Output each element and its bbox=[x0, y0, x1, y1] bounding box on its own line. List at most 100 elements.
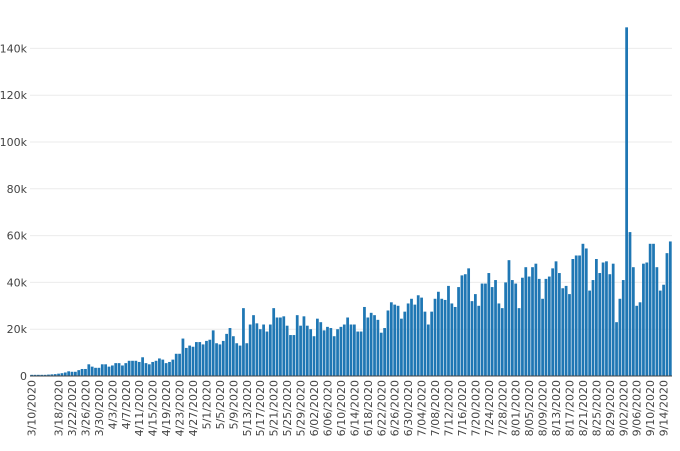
bar[interactable] bbox=[141, 357, 144, 376]
bar[interactable] bbox=[517, 308, 521, 376]
bar[interactable] bbox=[403, 311, 407, 376]
bar[interactable] bbox=[628, 232, 632, 376]
bar[interactable] bbox=[339, 326, 343, 376]
bar[interactable] bbox=[84, 368, 87, 376]
bar[interactable] bbox=[151, 361, 155, 376]
bar[interactable] bbox=[47, 374, 50, 376]
bar[interactable] bbox=[477, 305, 481, 376]
bar[interactable] bbox=[245, 343, 249, 376]
bar[interactable] bbox=[60, 373, 64, 376]
bar[interactable] bbox=[198, 342, 202, 376]
bar[interactable] bbox=[134, 360, 138, 376]
bar[interactable] bbox=[416, 295, 420, 376]
bar[interactable] bbox=[117, 363, 121, 376]
bar[interactable] bbox=[638, 302, 642, 376]
bar[interactable] bbox=[346, 317, 350, 377]
bar[interactable] bbox=[470, 301, 474, 376]
bar[interactable] bbox=[63, 372, 67, 376]
bar[interactable] bbox=[571, 259, 575, 376]
bar[interactable] bbox=[578, 255, 581, 376]
bar[interactable] bbox=[467, 268, 471, 376]
bar[interactable] bbox=[221, 340, 225, 376]
bar[interactable] bbox=[114, 363, 118, 376]
bar[interactable] bbox=[635, 305, 639, 376]
bar[interactable] bbox=[608, 274, 612, 376]
bar[interactable] bbox=[181, 338, 185, 376]
bar[interactable] bbox=[127, 360, 131, 376]
bar[interactable] bbox=[87, 364, 91, 376]
bar[interactable] bbox=[594, 259, 598, 376]
bar[interactable] bbox=[289, 335, 292, 376]
bar[interactable] bbox=[668, 241, 672, 376]
bar[interactable] bbox=[618, 298, 622, 376]
bar[interactable] bbox=[410, 298, 413, 376]
bar[interactable] bbox=[302, 316, 306, 376]
bar[interactable] bbox=[272, 308, 276, 376]
bar[interactable] bbox=[73, 371, 77, 376]
bar[interactable] bbox=[611, 263, 615, 376]
bar[interactable] bbox=[443, 299, 447, 376]
bar[interactable] bbox=[547, 276, 551, 376]
bar[interactable] bbox=[430, 311, 434, 376]
bar[interactable] bbox=[400, 318, 403, 376]
bar[interactable] bbox=[292, 335, 296, 376]
bar[interactable] bbox=[252, 315, 255, 376]
bar[interactable] bbox=[279, 317, 282, 377]
bar[interactable] bbox=[131, 360, 134, 376]
bar[interactable] bbox=[591, 280, 595, 376]
bar[interactable] bbox=[551, 268, 555, 376]
bar[interactable] bbox=[164, 363, 168, 376]
bar[interactable] bbox=[510, 280, 514, 376]
bar[interactable] bbox=[235, 343, 239, 376]
bar[interactable] bbox=[90, 366, 94, 376]
bar[interactable] bbox=[161, 359, 165, 376]
bar[interactable] bbox=[601, 262, 605, 376]
bar[interactable] bbox=[383, 328, 386, 376]
bar[interactable] bbox=[480, 283, 484, 376]
bar[interactable] bbox=[329, 328, 333, 376]
bar[interactable] bbox=[67, 371, 71, 376]
bar[interactable] bbox=[53, 374, 57, 376]
bar[interactable] bbox=[544, 278, 548, 376]
bar[interactable] bbox=[500, 308, 504, 376]
bar[interactable] bbox=[376, 319, 380, 376]
bar[interactable] bbox=[336, 329, 339, 376]
bar[interactable] bbox=[662, 284, 665, 376]
bar[interactable] bbox=[453, 306, 457, 376]
bar[interactable] bbox=[473, 294, 477, 376]
bar[interactable] bbox=[484, 283, 487, 376]
bar[interactable] bbox=[581, 243, 585, 376]
bar[interactable] bbox=[218, 344, 222, 376]
bar[interactable] bbox=[460, 275, 464, 376]
bar[interactable] bbox=[265, 331, 269, 376]
bar[interactable] bbox=[396, 305, 400, 376]
bar[interactable] bbox=[625, 27, 629, 377]
bar[interactable] bbox=[97, 367, 101, 376]
bar[interactable] bbox=[285, 325, 289, 376]
bar[interactable] bbox=[514, 283, 518, 376]
bar[interactable] bbox=[363, 306, 366, 376]
bar[interactable] bbox=[205, 340, 208, 376]
bar[interactable] bbox=[497, 303, 501, 376]
bar[interactable] bbox=[393, 304, 397, 376]
bar[interactable] bbox=[208, 339, 212, 376]
bar[interactable] bbox=[312, 336, 316, 376]
bar[interactable] bbox=[322, 330, 326, 376]
bar[interactable] bbox=[100, 364, 104, 376]
bar[interactable] bbox=[433, 298, 437, 376]
bar[interactable] bbox=[262, 324, 265, 376]
bar[interactable] bbox=[648, 243, 652, 376]
bar[interactable] bbox=[332, 336, 336, 376]
bar[interactable] bbox=[77, 370, 81, 376]
bar[interactable] bbox=[584, 248, 588, 376]
bar[interactable] bbox=[275, 317, 279, 377]
bar[interactable] bbox=[248, 324, 252, 376]
bar[interactable] bbox=[154, 360, 158, 376]
bar[interactable] bbox=[158, 358, 161, 376]
bar[interactable] bbox=[228, 328, 232, 376]
bar[interactable] bbox=[658, 290, 662, 376]
bar[interactable] bbox=[389, 302, 393, 376]
bar[interactable] bbox=[359, 331, 363, 376]
bar[interactable] bbox=[645, 262, 649, 376]
bar[interactable] bbox=[174, 353, 178, 376]
